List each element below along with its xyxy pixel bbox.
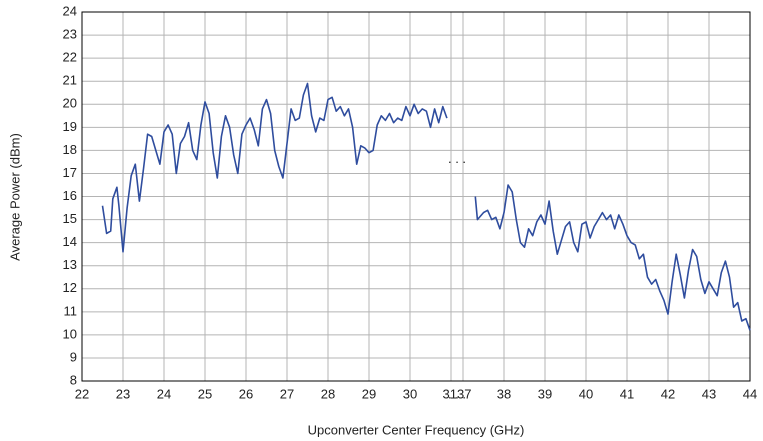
y-tick-label: 13	[63, 257, 77, 272]
y-tick-label: 9	[70, 349, 77, 364]
x-tick-label: 37	[457, 386, 471, 401]
y-tick-label: 15	[63, 211, 77, 226]
axis-break: . . .	[448, 386, 466, 401]
x-tick-label: 40	[579, 386, 593, 401]
x-tick-label: 29	[362, 386, 376, 401]
y-axis-label: Average Power (dBm)	[7, 133, 22, 261]
x-tick-label: 39	[538, 386, 552, 401]
data-line	[101, 82, 448, 253]
x-tick-label: 30	[403, 386, 417, 401]
x-tick-label: 43	[702, 386, 716, 401]
x-tick-label: 23	[116, 386, 130, 401]
y-tick-label: 19	[63, 119, 77, 134]
x-tick-label: 25	[198, 386, 212, 401]
plot-frame	[81, 11, 751, 382]
y-tick-label: 8	[70, 372, 77, 387]
x-tick-label: 24	[157, 386, 171, 401]
x-tick-label: 27	[280, 386, 294, 401]
axis-break: . . .	[448, 151, 466, 166]
y-tick-label: 14	[63, 234, 77, 249]
x-tick-label: 22	[75, 386, 89, 401]
data-line	[474, 184, 751, 331]
y-tick-label: 24	[63, 3, 77, 18]
x-tick-label: 44	[743, 386, 757, 401]
y-tick-label: 10	[63, 326, 77, 341]
x-tick-label: 41	[620, 386, 634, 401]
x-tick-label: 31	[443, 386, 457, 401]
x-tick-label: 28	[321, 386, 335, 401]
y-tick-label: 12	[63, 280, 77, 295]
y-tick-label: 11	[64, 303, 78, 318]
y-tick-label: 17	[63, 165, 77, 180]
x-axis-label: Upconverter Center Frequency (GHz)	[308, 422, 525, 437]
y-tick-label: 21	[63, 73, 77, 88]
y-tick-label: 16	[63, 188, 77, 203]
x-tick-label: 38	[497, 386, 511, 401]
y-tick-label: 20	[63, 96, 77, 111]
y-tick-label: 18	[63, 142, 77, 157]
y-tick-label: 23	[63, 27, 77, 42]
x-tick-label: 26	[239, 386, 253, 401]
x-tick-label: 42	[661, 386, 675, 401]
y-tick-label: 22	[63, 50, 77, 65]
